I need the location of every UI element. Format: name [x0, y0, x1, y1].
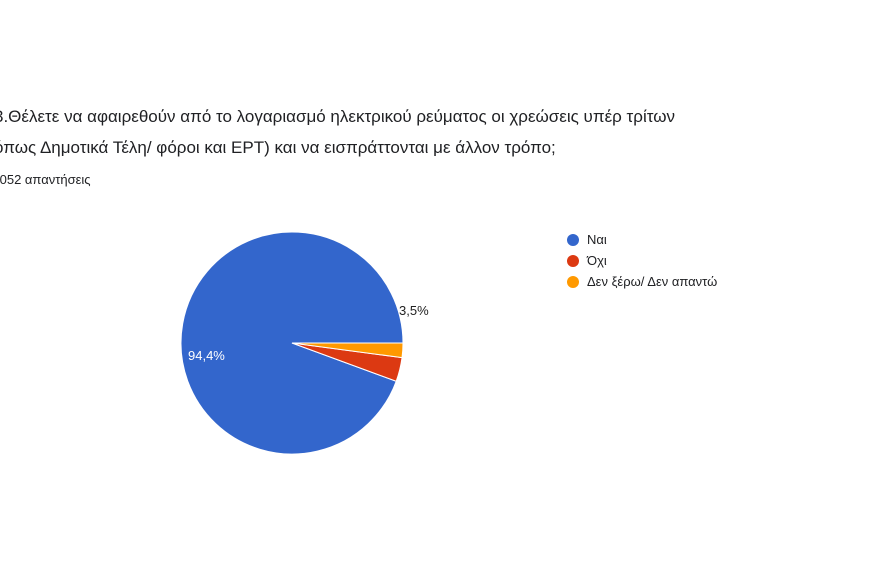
legend-swatch-nai — [567, 233, 579, 246]
legend-label-ochi: Όχι — [587, 253, 607, 268]
chart-legend: Ναι Όχι Δεν ξέρω/ Δεν απαντώ — [567, 229, 717, 292]
legend-item-nai: Ναι — [567, 229, 717, 250]
legend-swatch-ochi — [567, 254, 579, 267]
chart-title: 3.Θέλετε να αφαιρεθούν από το λογαριασμό… — [0, 101, 874, 163]
legend-item-den-xero: Δεν ξέρω/ Δεν απαντώ — [567, 271, 717, 292]
legend-label-den-xero: Δεν ξέρω/ Δεν απαντώ — [587, 274, 718, 289]
data-label-ochi: 3,5% — [399, 303, 429, 318]
chart-title-line-2: όπως Δημοτικά Τέλη/ φόροι και ΕΡΤ) και ν… — [0, 138, 556, 157]
pie-slice-den-xero — [291, 342, 404, 359]
legend-label-nai: Ναι — [587, 232, 607, 247]
legend-item-ochi: Όχι — [567, 250, 717, 271]
data-label-nai: 94,4% — [188, 348, 225, 363]
legend-swatch-den-xero — [567, 275, 579, 288]
response-count: .052 απαντήσεις — [0, 172, 91, 187]
chart-title-line-1: 3.Θέλετε να αφαιρεθούν από το λογαριασμό… — [0, 107, 675, 126]
